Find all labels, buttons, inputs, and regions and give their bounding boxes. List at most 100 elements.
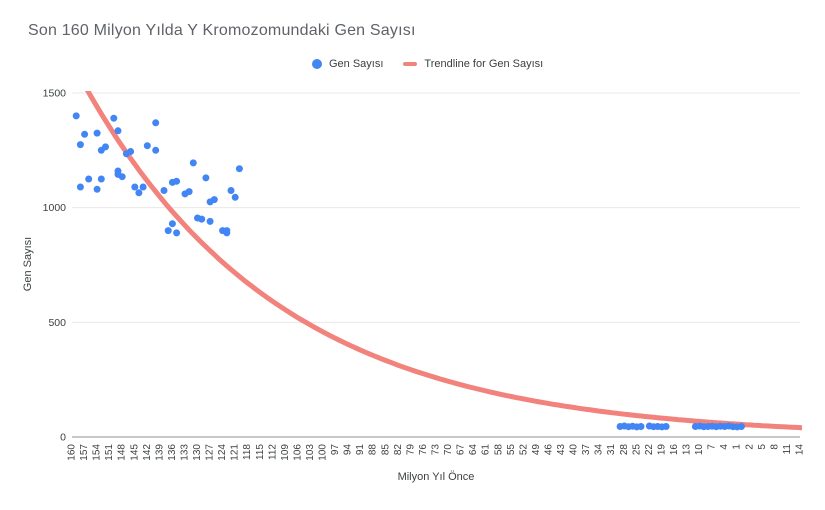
- data-point[interactable]: [202, 174, 210, 182]
- data-point[interactable]: [185, 188, 193, 196]
- data-point[interactable]: [93, 185, 101, 193]
- data-point[interactable]: [198, 215, 206, 223]
- x-tick-label: 14: [795, 444, 806, 456]
- x-tick-label: 19: [656, 444, 667, 456]
- data-point[interactable]: [637, 423, 645, 430]
- data-point[interactable]: [210, 196, 218, 204]
- data-point[interactable]: [114, 127, 122, 135]
- x-tick-label: 91: [355, 444, 366, 456]
- x-tick-label: 130: [192, 444, 203, 461]
- x-tick-label: 49: [531, 444, 542, 456]
- x-tick-label: 115: [255, 444, 266, 460]
- x-tick-label: 142: [142, 444, 153, 461]
- y-axis-title: Gen Sayısı: [22, 236, 34, 292]
- y-tick-label: 1500: [43, 88, 67, 100]
- data-point[interactable]: [127, 148, 135, 155]
- chart-title: Son 160 Milyon Yılda Y Kromozomundaki Ge…: [28, 22, 416, 39]
- data-point[interactable]: [76, 141, 84, 149]
- data-point[interactable]: [72, 112, 80, 120]
- data-point[interactable]: [160, 187, 168, 194]
- data-point[interactable]: [235, 165, 243, 173]
- x-tick-label: 79: [405, 444, 416, 456]
- series-dot-icon: [312, 59, 322, 69]
- x-tick-label: 28: [619, 444, 630, 456]
- x-tick-label: 4: [719, 444, 730, 450]
- legend-trendline-label: Trendline for Gen Sayısı: [424, 58, 544, 70]
- x-tick-label: 133: [179, 444, 190, 461]
- x-tick-label: 121: [230, 444, 241, 461]
- data-point[interactable]: [152, 119, 160, 127]
- x-tick-label: 61: [481, 444, 492, 456]
- data-point[interactable]: [81, 130, 89, 138]
- x-tick-label: 109: [280, 444, 291, 461]
- y-tick-label: 500: [48, 317, 66, 329]
- x-tick-label: 58: [493, 444, 504, 456]
- y-tick-label: 0: [60, 432, 66, 444]
- x-tick-label: 118: [242, 444, 253, 460]
- x-tick-label: 43: [556, 444, 567, 456]
- data-point[interactable]: [168, 220, 176, 228]
- legend-item-gen-sayisi[interactable]: Gen Sayısı: [312, 58, 383, 70]
- data-point[interactable]: [173, 229, 181, 237]
- x-tick-label: 7: [707, 444, 718, 450]
- x-tick-label: 154: [92, 444, 103, 461]
- x-tick-label: 100: [318, 444, 329, 461]
- x-tick-label: 34: [594, 444, 605, 456]
- data-point[interactable]: [110, 114, 118, 122]
- data-point[interactable]: [173, 177, 181, 185]
- data-point[interactable]: [139, 183, 147, 191]
- data-point[interactable]: [152, 146, 160, 154]
- x-tick-label: 103: [305, 444, 316, 461]
- x-tick-label: 151: [104, 444, 115, 461]
- x-tick-label: 40: [569, 444, 580, 456]
- data-point[interactable]: [164, 227, 172, 235]
- legend-series-label: Gen Sayısı: [329, 58, 384, 70]
- x-tick-label: 127: [205, 444, 216, 461]
- chart-legend: Gen Sayısı Trendline for Gen Sayısı: [312, 58, 543, 70]
- x-tick-label: 160: [67, 444, 78, 461]
- data-point[interactable]: [131, 183, 139, 191]
- x-tick-label: 46: [543, 444, 554, 456]
- x-tick-label: 124: [217, 444, 228, 461]
- x-tick-label: 10: [694, 444, 705, 456]
- data-point[interactable]: [662, 423, 670, 430]
- x-tick-label: 82: [393, 444, 404, 456]
- x-tick-label: 148: [117, 444, 128, 461]
- x-tick-label: 8: [769, 444, 780, 450]
- data-point[interactable]: [206, 217, 214, 225]
- data-point[interactable]: [227, 187, 235, 194]
- data-point[interactable]: [118, 173, 126, 181]
- x-tick-label: 157: [79, 444, 90, 461]
- x-tick-label: 106: [292, 444, 303, 461]
- data-point[interactable]: [143, 142, 151, 150]
- gridlines: [72, 92, 800, 438]
- data-point[interactable]: [189, 159, 197, 167]
- data-point[interactable]: [97, 175, 105, 183]
- data-point[interactable]: [76, 183, 84, 191]
- x-tick-label: 85: [380, 444, 391, 456]
- x-tick-label: 11: [782, 444, 793, 455]
- data-point[interactable]: [93, 129, 101, 137]
- data-point[interactable]: [85, 175, 93, 183]
- x-tick-label: 139: [154, 444, 165, 461]
- x-tick-label: 97: [330, 444, 341, 456]
- x-tick-label: 67: [456, 444, 467, 456]
- x-tick-label: 22: [644, 444, 655, 456]
- data-point[interactable]: [223, 227, 231, 235]
- trendline-dash-icon: [403, 62, 418, 66]
- data-point[interactable]: [135, 189, 143, 197]
- data-point[interactable]: [231, 193, 239, 201]
- x-tick-label: 70: [443, 444, 454, 456]
- data-point[interactable]: [737, 423, 745, 430]
- x-tick-label: 1: [732, 444, 743, 450]
- x-tick-label: 25: [631, 444, 642, 456]
- x-tick-label: 64: [468, 444, 479, 456]
- data-point[interactable]: [102, 143, 109, 151]
- x-tick-label: 94: [343, 444, 354, 456]
- y-tick-label: 1000: [43, 202, 67, 214]
- x-tick-label: 16: [669, 444, 680, 456]
- x-tick-label: 136: [167, 444, 178, 461]
- legend-item-trendline[interactable]: Trendline for Gen Sayısı: [403, 58, 543, 70]
